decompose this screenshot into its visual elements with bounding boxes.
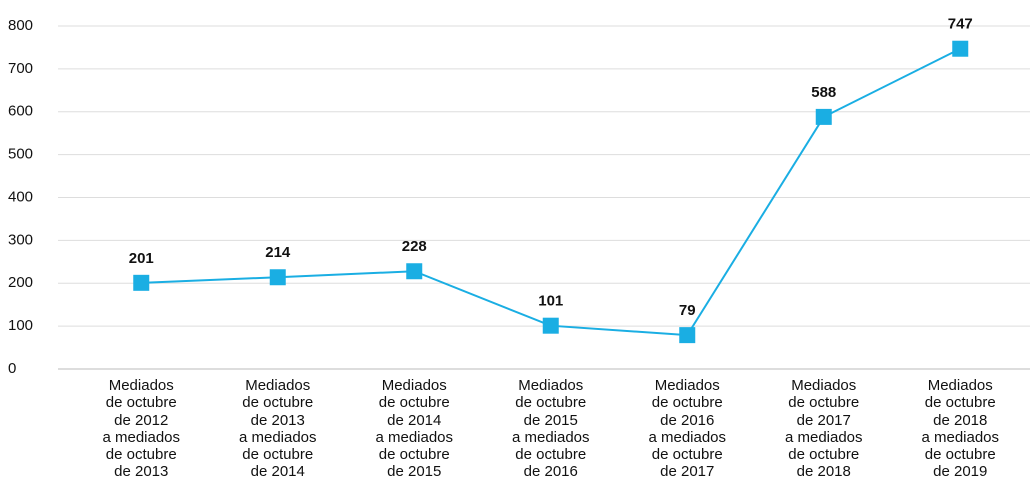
data-label: 588 bbox=[811, 84, 836, 101]
x-tick-label: Mediados de octubre de 2018 a mediados d… bbox=[921, 377, 1000, 481]
y-tick-label: 800 bbox=[8, 17, 33, 34]
y-tick-label: 0 bbox=[8, 360, 16, 377]
x-tick-label: Mediados de octubre de 2015 a mediados d… bbox=[511, 377, 590, 481]
marker bbox=[952, 40, 969, 57]
x-tick-label: Mediados de octubre de 2017 a mediados d… bbox=[784, 377, 863, 481]
x-tick-label: Mediados de octubre de 2014 a mediados d… bbox=[375, 377, 454, 481]
data-label: 228 bbox=[402, 238, 427, 255]
y-tick-label: 300 bbox=[8, 231, 33, 248]
marker bbox=[133, 274, 150, 291]
y-tick-label: 200 bbox=[8, 274, 33, 291]
y-tick-label: 600 bbox=[8, 103, 33, 120]
data-label: 79 bbox=[679, 302, 696, 319]
x-tick-label: Mediados de octubre de 2013 a mediados d… bbox=[238, 377, 317, 481]
marker bbox=[542, 317, 559, 334]
marker bbox=[406, 263, 423, 280]
data-label: 214 bbox=[265, 244, 291, 261]
data-label: 201 bbox=[129, 250, 154, 267]
marker bbox=[269, 269, 286, 286]
x-tick-label: Mediados de octubre de 2016 a mediados d… bbox=[648, 377, 727, 481]
data-label: 101 bbox=[538, 293, 563, 310]
y-tick-label: 500 bbox=[8, 146, 33, 163]
y-tick-label: 100 bbox=[8, 317, 33, 334]
data-label: 747 bbox=[948, 16, 973, 33]
y-tick-label: 700 bbox=[8, 60, 33, 77]
marker bbox=[679, 327, 696, 344]
marker bbox=[815, 108, 832, 125]
y-tick-label: 400 bbox=[8, 188, 33, 205]
x-tick-label: Mediados de octubre de 2012 a mediados d… bbox=[102, 377, 181, 481]
